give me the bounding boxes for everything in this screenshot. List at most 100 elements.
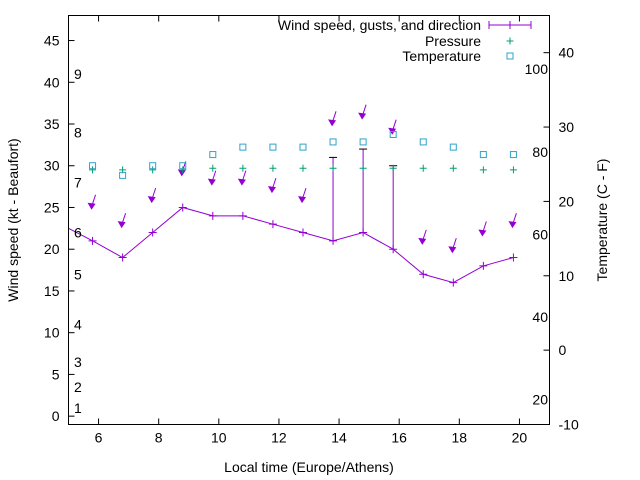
wind-speed-point [479,261,488,270]
temperature-point [179,162,187,170]
temperature-point [389,130,397,138]
wind-direction-arrow [267,177,277,194]
x-tick-label: 18 [452,430,468,446]
temperature-point [449,143,457,151]
tick-labels: 6 8 10 12 14 16 18 20051015202530354045-1001020… [44,33,579,446]
y-left-tick-label: 0 [52,408,60,424]
pressure-point [509,166,517,174]
wind-direction-arrow [448,238,457,254]
temperature-point [269,143,277,151]
wind-speed-point [449,278,458,287]
pressure-point [89,166,97,174]
y-left-tick-label: 15 [44,283,60,299]
x-tick-label: 6 [95,430,103,446]
pressure-point [389,164,397,172]
wind-direction-arrow [418,229,427,245]
wind-direction-arrow [358,104,367,120]
plot-frame [68,15,550,425]
x-tick-label: 12 [271,430,287,446]
wind-direction-arrow [328,111,337,127]
x-tick-label: 16 [391,430,407,446]
temperature-point [509,151,517,159]
pressure-point [209,164,217,172]
x-axis-label: Local time (Europe/Athens) [224,459,394,475]
y-right-tick-label: -10 [559,417,579,433]
wind-direction-arrow [508,213,517,229]
wind-speed-point [178,203,187,212]
fahrenheit-label: 20 [532,392,548,408]
temperature-point [359,138,367,146]
fahrenheit-label: 40 [532,309,548,325]
y-left-tick-label: 40 [44,74,60,90]
beaufort-label: 7 [74,174,82,190]
pressure-point [299,164,307,172]
wind-direction-arrow [297,187,307,204]
wind-speed-line [68,206,514,284]
temperature-point [239,143,247,151]
x-tick-label: 20 [512,430,528,446]
x-tick-label: 10 [211,430,227,446]
beaufort-label: 5 [74,266,82,282]
tick-marks [68,15,550,425]
wind-speed-point [268,220,277,229]
legend: Wind speed, gusts, and direction Pressur… [278,17,532,64]
temperature-point [299,143,307,151]
pressure-point [179,166,187,174]
y-right-tick-label: 30 [559,119,575,135]
legend-marker-wind [488,21,532,29]
legend-label-pressure: Pressure [425,33,481,49]
x-tick-label: 8 [155,430,163,446]
wind-speed-point [118,253,127,262]
y-left-tick-label: 45 [44,33,60,49]
wind-direction-arrow [207,170,217,186]
beaufort-label: 1 [74,400,82,416]
beaufort-label: 8 [74,124,82,140]
temperature-point [119,171,127,179]
wind-direction-arrow [388,119,397,135]
pressure-point [239,164,247,172]
legend-marker-temperature [506,52,514,60]
y-left-tick-label: 5 [52,366,60,382]
legend-label-temperature: Temperature [402,48,481,64]
legend-marker-pressure [506,37,514,45]
y-right-tick-label: 10 [559,268,575,284]
temperature-point [479,151,487,159]
temperature-point [419,138,427,146]
y-right-tick-label: 20 [559,193,575,209]
y-right-tick-label: 40 [559,45,575,61]
fahrenheit-label: 80 [532,144,548,160]
fahrenheit-label: 60 [532,226,548,242]
y-left-tick-label: 20 [44,241,60,257]
pressure-point [329,164,337,172]
y-left-tick-label: 30 [44,158,60,174]
wind-speed-point [208,211,217,220]
pressure-point [359,164,367,172]
y-axis-label-right: Temperature (C - F) [594,159,610,282]
y-axis-label-left: Wind speed (kt - Beaufort) [5,138,21,301]
wind-speed-point [419,270,428,279]
pressure-point [479,166,487,174]
beaufort-label: 2 [74,379,82,395]
wind-speed-point [509,253,518,262]
temperature-point [209,151,217,159]
y-left-tick-label: 35 [44,116,60,132]
pressure-point [149,166,157,174]
y-left-tick-label: 10 [44,325,60,341]
wind-direction-arrow [87,194,97,210]
beaufort-label: 9 [74,66,82,82]
wind-direction-arrow [478,221,487,237]
x-tick-label: 14 [331,430,347,446]
y-left-tick-label: 25 [44,199,60,215]
beaufort-label: 4 [74,316,82,332]
temperature-point [329,138,337,146]
chart-marks [68,104,518,287]
temperature-point [149,162,157,170]
y-right-tick-label: 0 [559,342,567,358]
wind-speed-point [298,228,307,237]
legend-label-wind: Wind speed, gusts, and direction [278,17,481,33]
wind-direction-arrow [117,213,127,229]
wind-speed-point [148,228,157,237]
wind-speed-point [88,236,97,245]
pressure-point [449,164,457,172]
